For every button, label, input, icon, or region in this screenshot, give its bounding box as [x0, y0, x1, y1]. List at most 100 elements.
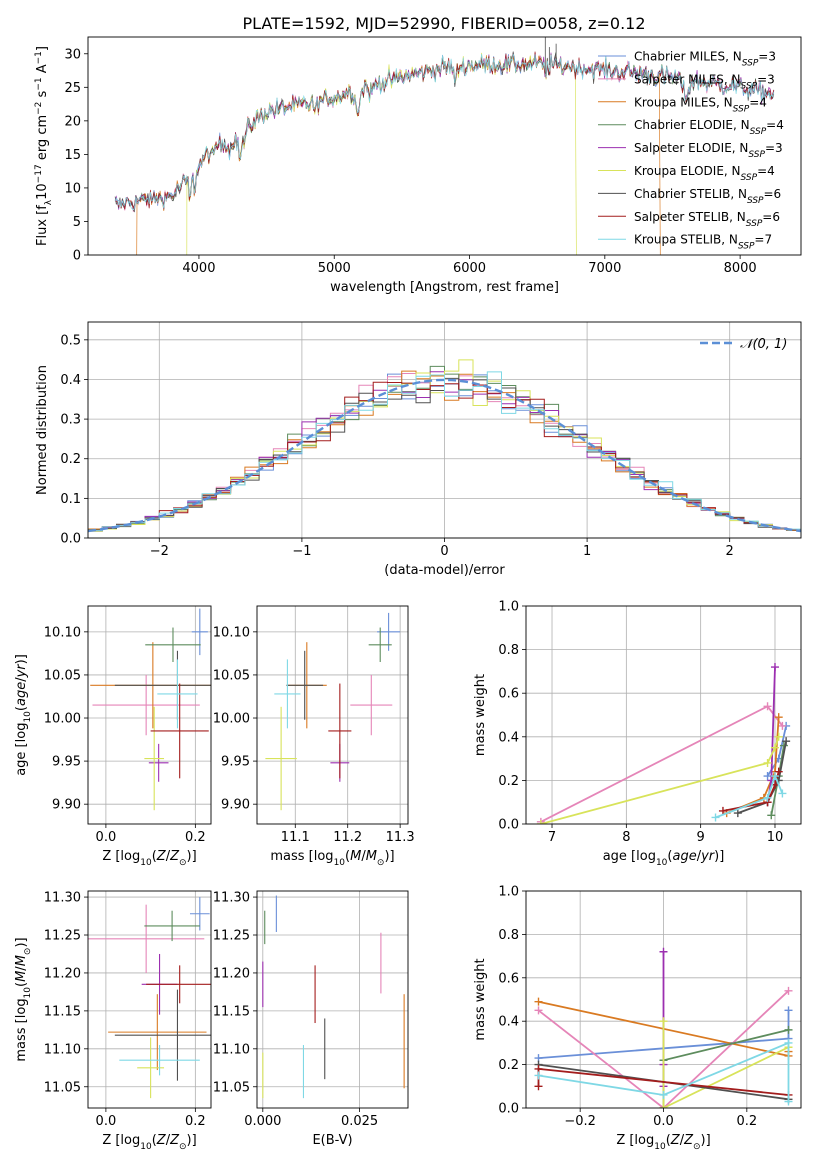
weight-marker	[534, 1082, 543, 1091]
legend-entry: Kroupa ELODIE, NSSP=4	[634, 164, 775, 183]
y-axis-label: mass weight	[473, 674, 488, 756]
x-axis-label: (data-model)/error	[384, 563, 505, 578]
y-tick-label: 10.05	[213, 668, 250, 683]
plot-area	[114, 37, 775, 255]
x-tick-label: 11.1	[281, 830, 310, 845]
x-tick-label: 0.2	[185, 1114, 206, 1129]
y-tick-label: 0.2	[498, 1058, 519, 1073]
weight-marker	[534, 1006, 543, 1015]
y-tick-label: 0.0	[60, 532, 81, 547]
x-tick-label: 0	[440, 544, 448, 559]
x-tick-label: 7000	[588, 261, 621, 276]
x-tick-label: 9	[697, 830, 705, 845]
weight-marker	[718, 806, 727, 815]
x-tick-label: 0.0	[96, 830, 117, 845]
axes-frame	[525, 605, 802, 825]
y-tick-label: 9.95	[52, 755, 81, 770]
weight-marker	[763, 702, 772, 711]
histogram-step-kroupa-stelib	[88, 371, 801, 534]
y-tick-label: 11.20	[44, 966, 81, 981]
legend-entry: Chabrier ELODIE, NSSP=4	[634, 118, 784, 137]
panel-spectrum: 4000 5000 6000 7000 8000 0 5 10 15 20 25 30 waveleng…	[34, 36, 802, 295]
weight-marker	[659, 1017, 668, 1026]
legend-entry: 𝒩(0, 1)	[740, 337, 787, 352]
weight-line-kroupa-stelib	[538, 1041, 790, 1102]
weight-marker	[774, 767, 783, 776]
plot-area	[88, 897, 211, 1099]
y-tick-label: 10	[64, 181, 81, 196]
y-tick-label: 1.0	[498, 600, 519, 615]
legend-entry: Salpeter MILES, NSSP=3	[634, 72, 775, 91]
y-tick-label: 9.90	[221, 798, 250, 813]
x-axis-label: mass [log10(M/M⊙)]	[270, 849, 394, 868]
weight-marker	[784, 1038, 793, 1047]
y-tick-label: 11.30	[44, 891, 81, 906]
plot-area	[88, 359, 801, 534]
axes-frame	[87, 890, 212, 1109]
y-tick-label: 0.0	[498, 1102, 519, 1117]
x-tick-label: 2	[726, 544, 734, 559]
y-axis-label: mass weight	[473, 958, 488, 1040]
y-tick-label: 0.2	[60, 452, 81, 467]
weight-marker	[536, 820, 545, 824]
legend-entry: Chabrier MILES, NSSP=3	[634, 50, 776, 69]
weight-marker	[782, 737, 791, 746]
y-tick-label: 11.25	[213, 929, 250, 944]
weight-marker	[711, 813, 720, 822]
weight-line-salpeter-miles	[537, 990, 790, 1108]
weight-marker	[770, 743, 779, 752]
panel-residual-histogram: −2 −1 0 1 2 0.0 0.1 0.2 0.3 0.4 0.5 (data-model)/er…	[35, 321, 802, 578]
y-tick-label: 11.05	[44, 1080, 81, 1095]
legend: Chabrier MILES, NSSP=3 Salpeter MILES, NS…	[598, 50, 784, 252]
y-tick-label: 25	[64, 81, 81, 96]
panel-mass-vs-Z: 0.0 0.2 11.05 11.10 11.15 11.20 11.25 11.30 Z [l…	[14, 890, 212, 1152]
x-axis-label: Z [log10(Z/Z⊙)]	[616, 1133, 710, 1152]
spectrum-line-kroupa-stelib	[114, 53, 775, 211]
x-tick-label: 0.0	[653, 1114, 674, 1129]
weight-line-kroupa-elodie	[540, 736, 780, 824]
x-tick-label: 1	[583, 544, 591, 559]
y-tick-label: 10.00	[44, 712, 81, 727]
y-tick-label: 1.0	[498, 885, 519, 900]
figure-title: PLATE=1592, MJD=52990, FIBERID=0058, z=0…	[242, 14, 645, 33]
x-tick-label: 4000	[182, 261, 215, 276]
weight-marker	[770, 663, 779, 672]
y-tick-label: 11.15	[213, 1004, 250, 1019]
x-tick-label: 8	[622, 830, 630, 845]
weight-marker	[659, 1104, 668, 1108]
y-tick-label: 0.0	[498, 818, 519, 833]
y-tick-label: 9.95	[221, 755, 250, 770]
x-tick-label: 5000	[318, 261, 351, 276]
y-tick-label: 20	[64, 114, 81, 129]
weight-marker	[784, 1097, 793, 1106]
x-axis-label: wavelength [Angstrom, rest frame]	[330, 280, 559, 295]
weight-marker	[733, 809, 742, 818]
x-tick-label: 0.025	[341, 1114, 378, 1129]
panel-mass-weight-vs-age: 7 8 9 10 0.0 0.2 0.4 0.6 0.8 1.0 age [log10(age/yr…	[473, 600, 802, 868]
x-tick-label: 6000	[453, 261, 486, 276]
x-tick-label: 11.2	[333, 830, 362, 845]
weight-marker	[778, 789, 787, 798]
weight-marker	[767, 811, 776, 820]
x-tick-label: 0.2	[736, 1114, 757, 1129]
x-tick-label: −0.2	[564, 1114, 596, 1129]
y-tick-label: 11.10	[213, 1042, 250, 1057]
y-tick-label: 11.15	[44, 1004, 81, 1019]
plot-area	[534, 947, 793, 1108]
x-tick-label: −2	[150, 544, 169, 559]
plot-area	[536, 663, 791, 824]
y-tick-label: 11.05	[213, 1080, 250, 1095]
y-tick-label: 5	[73, 215, 81, 230]
x-tick-label: 0.000	[244, 1114, 281, 1129]
y-tick-label: 0.8	[498, 643, 519, 658]
weight-marker	[770, 772, 779, 781]
y-tick-label: 0.6	[498, 971, 519, 986]
weight-marker	[784, 1006, 793, 1015]
weight-marker	[534, 997, 543, 1006]
y-tick-label: 0.5	[60, 333, 81, 348]
y-axis-label: Normed distribution	[35, 365, 50, 495]
weight-marker	[659, 947, 668, 956]
y-tick-label: 15	[64, 148, 81, 163]
y-tick-label: 0.3	[60, 413, 81, 428]
plot-area	[262, 895, 405, 1099]
